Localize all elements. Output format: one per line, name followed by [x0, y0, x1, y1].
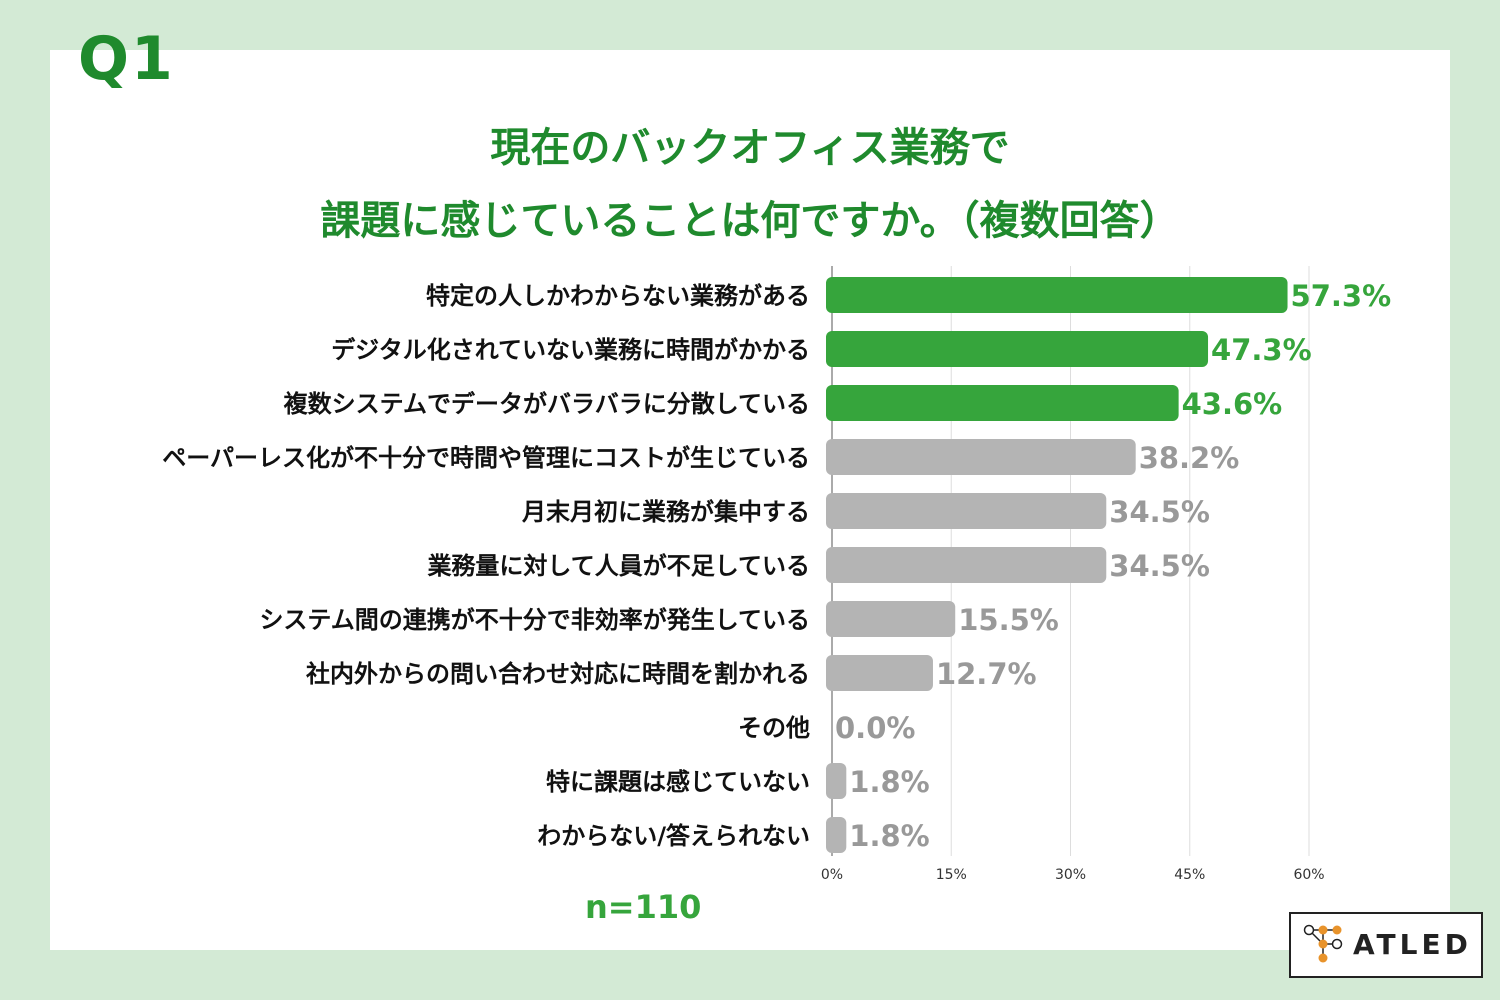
- x-tick-label: 60%: [1293, 867, 1324, 883]
- category-label: デジタル化されていない業務に時間がかかる: [331, 336, 810, 364]
- bar: [826, 763, 847, 799]
- bar: [826, 331, 1209, 367]
- category-label: 社内外からの問い合わせ対応に時間を割かれる: [306, 660, 810, 688]
- category-label: わからない/答えられない: [537, 822, 810, 850]
- sample-size: n=110: [585, 888, 702, 926]
- x-tick-label: 0%: [821, 867, 843, 883]
- data-label: 12.7%: [936, 657, 1037, 691]
- bar: [826, 655, 933, 691]
- bar: [826, 493, 1107, 529]
- data-label: 34.5%: [1109, 495, 1210, 529]
- data-label: 47.3%: [1211, 333, 1312, 367]
- logo-network-icon: [1303, 924, 1343, 963]
- category-label: システム間の連携が不十分で非効率が発生している: [259, 606, 810, 634]
- category-label: 特に課題は感じていない: [546, 768, 810, 796]
- question-label: Q1: [78, 24, 175, 94]
- category-label: 月末月初に業務が集中する: [521, 498, 810, 526]
- data-label: 38.2%: [1139, 441, 1240, 475]
- chart-title-line1: 現在のバックオフィス業務で: [490, 125, 1010, 171]
- bar: [826, 601, 956, 637]
- category-label: 複数システムでデータがバラバラに分散している: [284, 390, 810, 418]
- data-label: 43.6%: [1182, 387, 1283, 421]
- data-label: 1.8%: [849, 819, 929, 853]
- data-label: 57.3%: [1291, 279, 1392, 313]
- data-label: 1.8%: [849, 765, 929, 799]
- bar: [826, 385, 1179, 421]
- x-tick-label: 45%: [1174, 867, 1205, 883]
- x-tick-label: 15%: [936, 867, 967, 883]
- bar: [826, 547, 1107, 583]
- data-label: 15.5%: [958, 603, 1059, 637]
- category-label: その他: [738, 714, 810, 742]
- bar: [826, 817, 847, 853]
- chart-title-line2: 課題に感じていることは何ですか。（複数回答）: [320, 198, 1180, 244]
- atled-logo: ATLED: [1289, 912, 1483, 978]
- chart-panel: [50, 50, 1450, 950]
- data-label: 34.5%: [1109, 549, 1210, 583]
- category-label: 特定の人しかわからない業務がある: [426, 282, 810, 310]
- category-label: 業務量に対して人員が不足している: [427, 552, 810, 580]
- data-label: 0.0%: [835, 711, 915, 745]
- bar: [826, 277, 1288, 313]
- bar: [826, 439, 1136, 475]
- category-label: ペーパーレス化が不十分で時間や管理にコストが生じている: [162, 444, 810, 472]
- logo-text: ATLED: [1353, 928, 1472, 961]
- x-tick-label: 30%: [1055, 867, 1086, 883]
